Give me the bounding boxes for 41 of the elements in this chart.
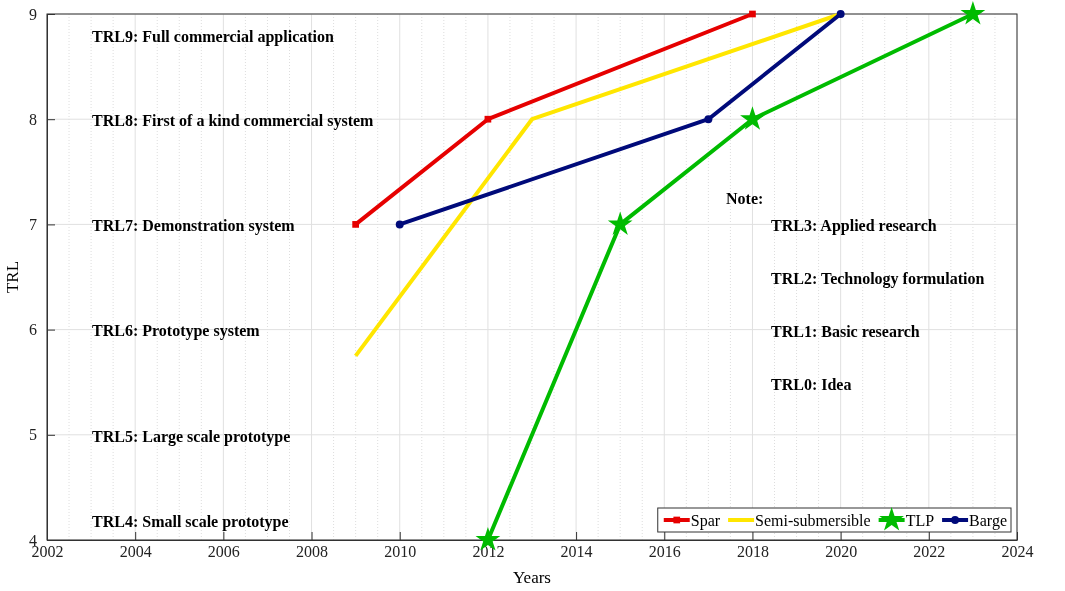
x-tick-label: 2014: [560, 543, 593, 561]
x-tick-label: 2008: [296, 543, 329, 561]
x-tick-label: 2020: [825, 543, 858, 561]
annotation: TRL3: Applied research: [771, 216, 937, 235]
y-tick-label: 6: [29, 321, 37, 339]
x-tick-label: 2016: [648, 543, 681, 561]
y-axis-title: TRL: [3, 260, 22, 294]
x-tick-label: 2006: [207, 543, 240, 561]
x-tick-label: 2010: [384, 543, 417, 561]
x-tick-label: 2004: [119, 543, 152, 561]
legend-label: TLP: [905, 511, 935, 529]
y-tick-label: 9: [29, 5, 37, 23]
x-tick-label: 2024: [1001, 543, 1034, 561]
x-tick-label: 2022: [913, 543, 946, 561]
point: [704, 115, 713, 124]
annotation: TRL6: Prototype system: [92, 321, 261, 340]
annotation: TRL9: Full commercial application: [92, 27, 335, 46]
point: [484, 115, 492, 123]
annotation: TRL4: Small scale prototype: [92, 512, 289, 531]
annotation: TRL8: First of a kind commercial system: [92, 111, 375, 130]
y-tick-label: 7: [29, 216, 37, 234]
point: [607, 211, 633, 235]
legend-label: Barge: [969, 511, 1007, 530]
point: [960, 0, 986, 25]
annotation: Note:: [726, 189, 764, 207]
legend-label: Spar: [690, 511, 721, 530]
point: [395, 220, 404, 229]
point: [836, 10, 845, 18]
point: [740, 106, 765, 130]
x-axis-title: Years: [513, 568, 551, 587]
annotation: TRL2: Technology formulation: [771, 269, 985, 288]
annotation: TRL5: Large scale prototype: [92, 427, 291, 446]
point: [352, 221, 359, 228]
y-tick-label: 5: [29, 426, 37, 444]
annotation: TRL1: Basic research: [771, 322, 920, 340]
legend-label: Semi-submersible: [755, 511, 871, 529]
x-tick-label: 2018: [736, 543, 769, 561]
y-tick-label: 8: [29, 110, 37, 128]
point: [749, 10, 756, 18]
annotation: TRL0: Idea: [771, 375, 852, 393]
annotation: TRL7: Demonstration system: [92, 216, 296, 235]
